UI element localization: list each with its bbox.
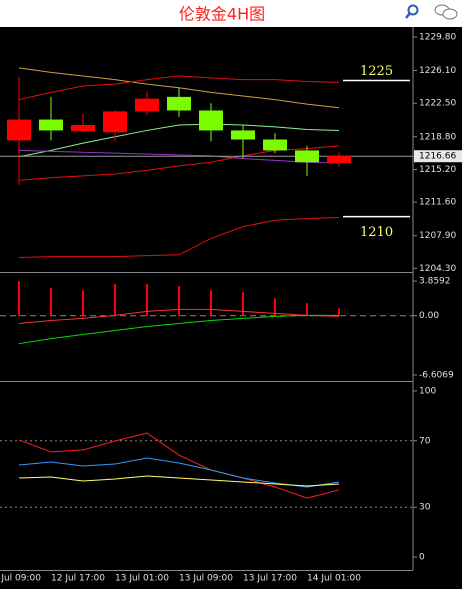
chart-title: 伦敦金4H图: [179, 5, 265, 24]
y-tick-label: 1204.30: [419, 264, 456, 274]
histogram-bar: [114, 284, 116, 316]
indicator-line: [18, 308, 340, 324]
candle-body: [295, 150, 319, 163]
candle-body: [135, 98, 159, 112]
chat-icon[interactable]: [434, 4, 458, 20]
histogram-bar: [18, 281, 20, 316]
indicator-line: [18, 217, 340, 258]
y-tick-label: 1229.80: [419, 32, 456, 42]
indicator-line: [18, 475, 340, 487]
x-tick-label: 13 Jul 09:00: [179, 574, 233, 584]
y-tick-label: 0.00: [419, 311, 439, 321]
y-tick-label: 3.8592: [419, 277, 451, 287]
histogram-bar: [242, 292, 244, 316]
y-tick-label: 1226.10: [419, 66, 456, 76]
y-tick-label: 70: [419, 436, 431, 446]
candle-body: [199, 110, 223, 131]
histogram-bar: [274, 298, 276, 316]
y-tick-label: -6.6069: [419, 370, 454, 380]
x-tick-label: 13 Jul 17:00: [243, 574, 297, 584]
candle-body: [7, 119, 31, 141]
candle-body: [231, 130, 255, 140]
y-tick-label: 1218.80: [419, 132, 456, 142]
plot-area: [0, 27, 462, 589]
histogram-bar: [210, 290, 212, 316]
x-tick-label: 12 Jul 17:00: [51, 574, 105, 584]
y-tick-label: 1207.90: [419, 231, 456, 241]
histogram-bar: [338, 308, 340, 316]
x-tick-label: 12 Jul 09:00: [0, 574, 41, 584]
y-tick-label: 1215.20: [419, 165, 456, 175]
histogram-bar: [50, 288, 52, 316]
y-tick-label: 30: [419, 503, 431, 513]
candle-body: [327, 155, 351, 164]
candle-body: [263, 139, 287, 151]
candle-body: [103, 111, 127, 133]
candle-body: [39, 119, 63, 131]
header: [0, 0, 462, 27]
level-label: 1225: [360, 64, 393, 79]
x-tick-label: 13 Jul 01:00: [115, 574, 169, 584]
x-tick-label: 14 Jul 01:00: [307, 574, 361, 584]
indicator-line: [18, 314, 339, 345]
current-price-label: 1216.66: [419, 152, 456, 162]
level-label: 1210: [360, 225, 393, 240]
indicator-line: [18, 75, 340, 101]
indicator-line: [18, 149, 340, 164]
y-tick-label: 1211.60: [419, 198, 456, 208]
candle-body: [167, 96, 191, 111]
histogram-bar: [82, 290, 84, 316]
histogram-bar: [306, 303, 308, 316]
current-price-box: [414, 150, 462, 163]
histogram-bar: [178, 286, 180, 316]
search-icon[interactable]: [405, 4, 419, 19]
y-tick-label: 100: [419, 386, 436, 396]
candle-body: [71, 125, 95, 132]
indicator-line: [18, 432, 340, 499]
y-tick-label: 0: [419, 553, 425, 563]
indicator-line: [18, 123, 340, 158]
histogram-bar: [146, 284, 148, 316]
y-tick-label: 1222.50: [419, 99, 456, 109]
